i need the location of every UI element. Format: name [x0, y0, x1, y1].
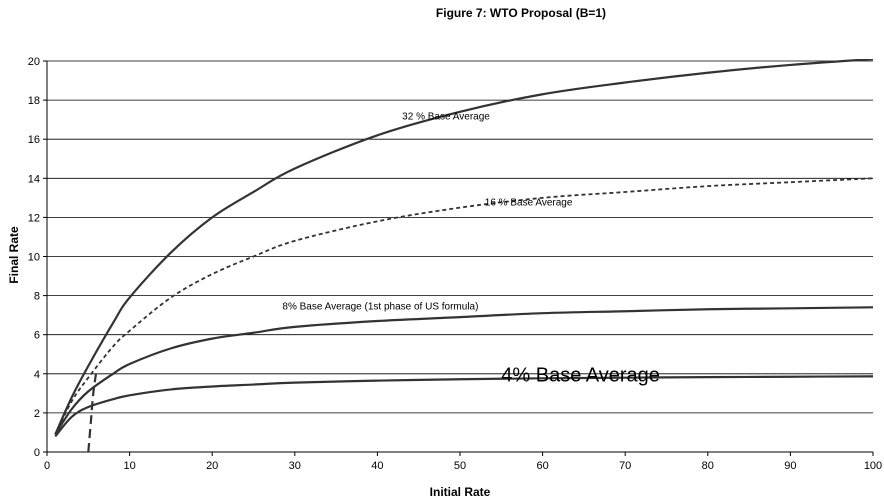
x-tick-label: 80 — [702, 460, 714, 472]
series-line-1 — [54, 59, 874, 435]
x-tick-label: 30 — [289, 460, 301, 472]
y-tick-label: 0 — [34, 447, 40, 459]
annotations: 32 % Base Average 16 % Base Average 8% Bas… — [282, 112, 660, 387]
x-tick-label: 10 — [123, 460, 135, 472]
x-tick-label: 60 — [536, 460, 548, 472]
x-tick-labels: 0 10 20 30 40 50 60 70 80 90 100 — [44, 460, 882, 472]
y-tick-label: 4 — [34, 369, 40, 381]
axes — [43, 60, 874, 456]
x-axis-label: Initial Rate — [430, 485, 491, 499]
annotation-label: 8% Base Average (1st phase of US formula… — [282, 301, 478, 312]
x-tick-label: 40 — [371, 460, 383, 472]
series-line-2 — [54, 177, 874, 435]
series-line-3 — [54, 306, 874, 435]
annotation-label: 4% Base Average — [501, 365, 660, 387]
series-line-4 — [54, 375, 874, 438]
chart-title: Figure 7: WTO Proposal (B=1) — [436, 6, 606, 20]
y-tick-label: 6 — [34, 330, 40, 342]
y-tick-label: 20 — [28, 56, 40, 68]
x-tick-label: 0 — [44, 460, 50, 472]
x-tick-label: 100 — [864, 460, 882, 472]
x-tick-label: 70 — [619, 460, 631, 472]
annotation-label: 16 % Base Average — [485, 198, 573, 209]
series-lines — [54, 59, 874, 452]
y-tick-label: 16 — [28, 134, 40, 146]
annotation-label: 32 % Base Average — [402, 112, 490, 123]
y-tick-label: 2 — [34, 408, 40, 420]
y-tick-labels: 0 2 4 6 8 10 12 14 16 18 20 — [28, 56, 40, 459]
y-axis-label: Final Rate — [7, 226, 21, 284]
y-tick-label: 14 — [28, 173, 40, 185]
y-tick-label: 10 — [28, 252, 40, 264]
y-tick-label: 12 — [28, 212, 40, 224]
y-tick-label: 18 — [28, 95, 40, 107]
x-tick-label: 50 — [454, 460, 466, 472]
x-tick-label: 90 — [784, 460, 796, 472]
grid-lines — [47, 60, 873, 414]
series-line-5 — [87, 369, 98, 452]
x-tick-label: 20 — [206, 460, 218, 472]
y-tick-label: 8 — [34, 291, 40, 303]
